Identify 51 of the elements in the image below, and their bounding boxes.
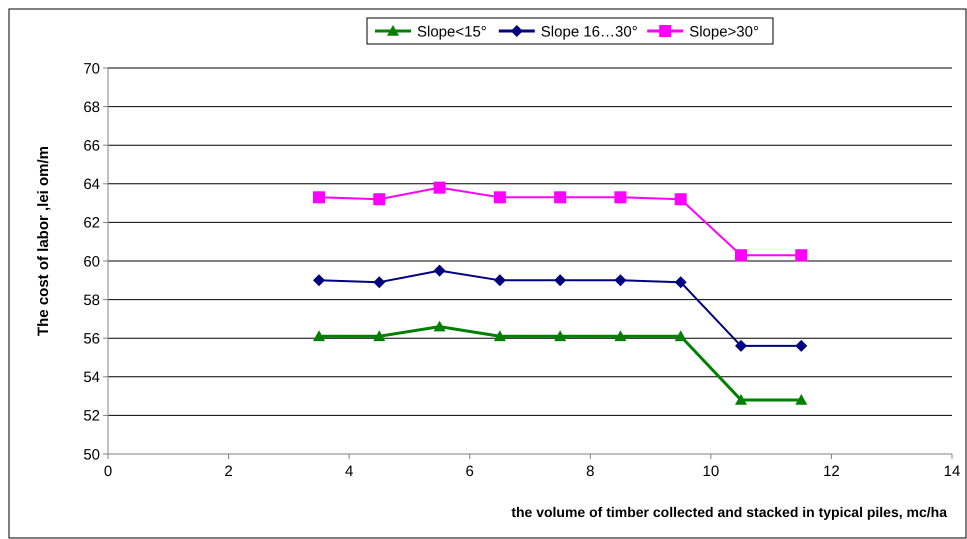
point xyxy=(614,330,626,342)
point xyxy=(674,330,687,342)
x-tick-label: 6 xyxy=(466,463,474,480)
point xyxy=(614,191,626,204)
point xyxy=(494,191,506,204)
x-tick-label: 14 xyxy=(944,463,960,480)
x-tick-label: 0 xyxy=(104,463,112,480)
x-tick-label: 10 xyxy=(702,463,720,480)
point xyxy=(373,193,386,206)
y-tick-label: 68 xyxy=(83,98,100,116)
point xyxy=(313,274,325,286)
y-tick-label: 66 xyxy=(83,137,100,154)
point xyxy=(494,274,506,286)
point xyxy=(554,274,566,286)
point xyxy=(373,276,386,288)
legend-label: Slope<15° xyxy=(417,23,487,40)
x-tick-label: 2 xyxy=(224,463,233,480)
point xyxy=(735,340,747,352)
point xyxy=(313,330,325,342)
point xyxy=(554,191,566,204)
point xyxy=(795,249,808,262)
x-axis-title: the volume of timber collected and stacked in typical piles, mc/ha xyxy=(511,504,948,520)
y-tick-label: 54 xyxy=(83,369,100,386)
point xyxy=(795,340,808,352)
point xyxy=(735,394,747,405)
y-tick-label: 56 xyxy=(83,330,100,348)
y-tick-label: 60 xyxy=(83,253,100,270)
legend-label: Slope>30° xyxy=(689,23,760,40)
point xyxy=(434,182,446,194)
point xyxy=(434,264,446,277)
point xyxy=(313,191,325,204)
legend-label: Slope 16…30° xyxy=(540,23,638,40)
point xyxy=(554,330,566,342)
y-tick-label: 70 xyxy=(83,60,100,78)
y-tick-label: 62 xyxy=(83,214,100,232)
y-tick-label: 58 xyxy=(83,292,100,309)
x-tick-label: 12 xyxy=(823,463,840,480)
y-tick-label: 52 xyxy=(83,408,100,425)
point xyxy=(795,394,808,405)
point xyxy=(373,330,386,342)
y-axis-title: The cost of labor ,lei om/m xyxy=(35,146,52,336)
point xyxy=(614,274,626,286)
point xyxy=(434,320,446,332)
y-tick-label: 50 xyxy=(83,446,100,464)
x-tick-label: 8 xyxy=(586,463,594,480)
point xyxy=(674,276,687,288)
point xyxy=(674,193,687,206)
point xyxy=(735,249,747,262)
x-tick-label: 4 xyxy=(344,463,354,480)
point xyxy=(494,330,506,342)
y-tick-label: 64 xyxy=(83,176,100,194)
